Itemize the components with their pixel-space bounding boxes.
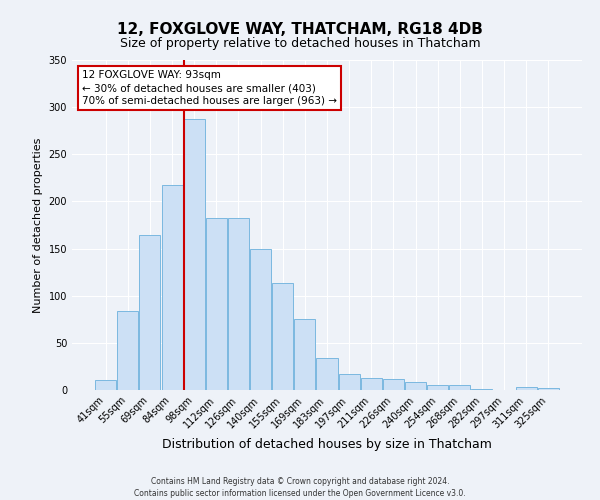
Bar: [118, 311, 139, 390]
Bar: [338, 374, 359, 390]
Bar: [228, 218, 249, 390]
Bar: [316, 358, 338, 390]
Bar: [206, 218, 227, 390]
Text: Contains HM Land Registry data © Crown copyright and database right 2024.
Contai: Contains HM Land Registry data © Crown c…: [134, 476, 466, 498]
Bar: [250, 248, 271, 390]
Bar: [427, 386, 448, 390]
Bar: [184, 120, 205, 390]
Text: 12, FOXGLOVE WAY, THATCHAM, RG18 4DB: 12, FOXGLOVE WAY, THATCHAM, RG18 4DB: [117, 22, 483, 38]
Bar: [538, 388, 559, 390]
Bar: [361, 378, 382, 390]
Bar: [272, 282, 293, 390]
Bar: [383, 378, 404, 390]
Y-axis label: Number of detached properties: Number of detached properties: [33, 138, 43, 312]
Bar: [139, 236, 160, 390]
Bar: [449, 386, 470, 390]
Bar: [472, 389, 493, 390]
Bar: [95, 380, 116, 390]
Bar: [161, 186, 182, 390]
X-axis label: Distribution of detached houses by size in Thatcham: Distribution of detached houses by size …: [162, 438, 492, 451]
Text: Size of property relative to detached houses in Thatcham: Size of property relative to detached ho…: [119, 38, 481, 51]
Text: 12 FOXGLOVE WAY: 93sqm
← 30% of detached houses are smaller (403)
70% of semi-de: 12 FOXGLOVE WAY: 93sqm ← 30% of detached…: [82, 70, 337, 106]
Bar: [295, 320, 316, 390]
Bar: [515, 387, 536, 390]
Bar: [405, 382, 426, 390]
